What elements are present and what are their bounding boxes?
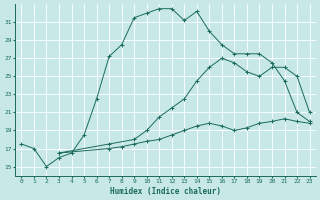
X-axis label: Humidex (Indice chaleur): Humidex (Indice chaleur) — [110, 187, 221, 196]
